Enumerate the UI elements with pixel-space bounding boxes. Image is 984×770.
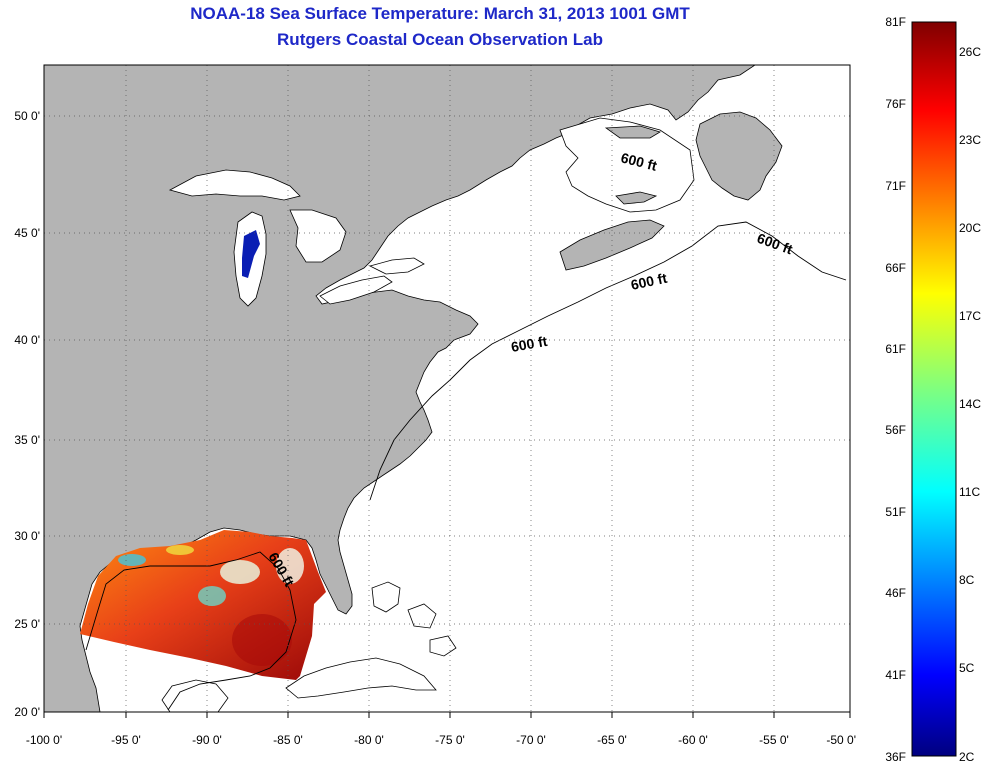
anticosti-island [604, 125, 661, 139]
cool-patch [198, 586, 226, 606]
colorbar-f-label: 56F [885, 423, 906, 437]
lake-huron [289, 209, 347, 263]
map-subtitle: Rutgers Coastal Ocean Observation Lab [277, 30, 603, 49]
lake-ontario [368, 257, 425, 275]
lon-tick-label: -55 0' [759, 733, 789, 747]
lon-tick-label: -70 0' [516, 733, 546, 747]
isobath-600ft-gulf [85, 551, 297, 711]
colorbar [911, 21, 957, 757]
colorbar-c-label: 23C [959, 133, 981, 147]
colorbar-c-label: 17C [959, 309, 981, 323]
map-title: NOAA-18 Sea Surface Temperature: March 3… [190, 4, 690, 23]
cuba [285, 657, 437, 699]
colorbar-c-label: 26C [959, 45, 981, 59]
pei [615, 191, 658, 205]
lake-michigan-sst [242, 230, 260, 278]
lat-tick-label: 35 0' [14, 433, 40, 447]
lat-axis: 20 0' 25 0' 30 0' 35 0' 40 0' 45 0' 50 0… [14, 109, 40, 719]
colorbar-f-label: 61F [885, 342, 906, 356]
colorbar-f-label: 66F [885, 261, 906, 275]
lon-tick-label: -65 0' [597, 733, 627, 747]
lon-tick-label: -95 0' [111, 733, 141, 747]
lon-tick-label: -85 0' [273, 733, 303, 747]
lon-tick-marks [43, 712, 851, 718]
colorbar-c-label: 8C [959, 573, 975, 587]
colorbar-f-label: 41F [885, 668, 906, 682]
lon-tick-label: -60 0' [678, 733, 708, 747]
colorbar-c-label: 5C [959, 661, 975, 675]
newfoundland [695, 111, 783, 201]
lon-tick-label: -90 0' [192, 733, 222, 747]
colorbar-f-label: 46F [885, 586, 906, 600]
lake-erie [319, 275, 393, 305]
colorbar-c-label: 2C [959, 750, 975, 764]
lake-superior [168, 169, 301, 201]
lon-tick-label: -50 0' [826, 733, 856, 747]
colorbar-f-label: 71F [885, 179, 906, 193]
colorbar-c-label: 14C [959, 397, 981, 411]
colorbar-f-label: 81F [885, 15, 906, 29]
coastal-warm-patch [166, 545, 194, 555]
colorbar-c-label: 11C [959, 485, 980, 499]
colorbar-c-label: 20C [959, 221, 981, 235]
colorbar-f-label: 36F [885, 750, 906, 764]
contour-label: 600 ft [510, 333, 549, 355]
cloud-patch [220, 560, 260, 584]
loop-current-patch [232, 614, 292, 666]
lat-tick-label: 50 0' [14, 109, 40, 123]
contour-label: 600 ft [629, 270, 668, 293]
colorbar-f-label: 51F [885, 505, 906, 519]
colorbar-f-label: 76F [885, 97, 906, 111]
isobath-600ft [369, 221, 847, 501]
yucatan [161, 679, 229, 712]
lat-tick-label: 20 0' [14, 705, 40, 719]
bahamas [371, 581, 457, 657]
lat-tick-label: 45 0' [14, 226, 40, 240]
coastal-cool-patch [118, 554, 146, 566]
lon-tick-label: -80 0' [354, 733, 384, 747]
colorbar-celsius-labels: 26C 23C 20C 17C 14C 11C 8C 5C 2C [959, 45, 981, 764]
lon-tick-label: -100 0' [26, 733, 62, 747]
lat-tick-label: 25 0' [14, 617, 40, 631]
colorbar-fahrenheit-labels: 81F 76F 71F 66F 61F 56F 51F 46F 41F 36F [885, 15, 906, 764]
land-mass [44, 65, 756, 712]
lat-tick-label: 30 0' [14, 529, 40, 543]
gulf-st-lawrence [559, 117, 695, 213]
plot-frame [43, 64, 851, 713]
lon-tick-label: -75 0' [435, 733, 465, 747]
lat-tick-label: 40 0' [14, 333, 40, 347]
cloud-patch-2 [276, 548, 304, 584]
lon-axis: -100 0' -95 0' -90 0' -85 0' -80 0' -75 … [26, 733, 856, 747]
